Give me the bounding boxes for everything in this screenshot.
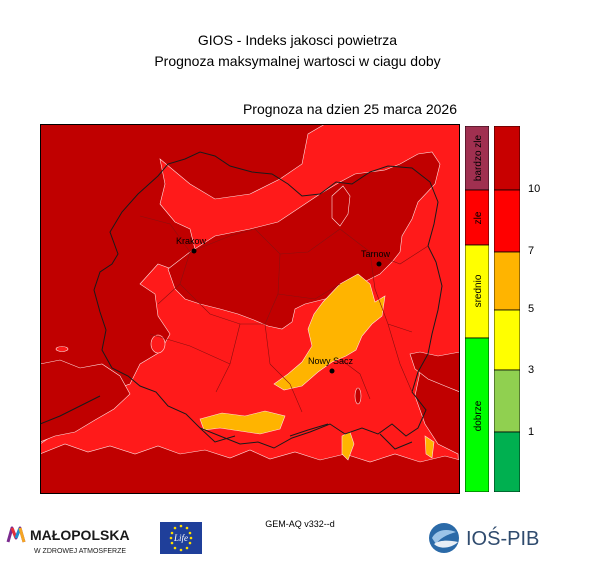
map-title: GIOS - Indeks jakosci powietrza — [197, 32, 398, 48]
legend-label-srednio: srednio — [473, 274, 484, 307]
model-label: GEM-AQ v332--d — [265, 519, 335, 529]
ios-pib-logo: IOŚ-PIB — [429, 523, 539, 553]
legend-bar-dobrze — [465, 337, 489, 492]
region-bardzo-zle-east — [409, 351, 460, 393]
region-bardzo-zle-northeast — [331, 185, 351, 227]
island-center-west — [150, 334, 166, 354]
city-label-tarnow: Tarnow — [361, 249, 391, 259]
legend-tick-7: 7 — [528, 245, 535, 257]
region-dostateczny-center — [273, 273, 386, 391]
ios-pib-name: IOŚ-PIB — [466, 526, 539, 550]
region-bardzo-zle-south — [40, 443, 460, 494]
level-legend — [494, 126, 520, 492]
island-west — [55, 346, 69, 352]
district-boundaries — [139, 215, 429, 413]
region-dostateczny-east — [424, 435, 435, 459]
city-marker-nowy-sacz: Nowy Sacz — [308, 356, 354, 374]
eu-stars-icon — [169, 524, 193, 552]
city-label-krakow: Krakow — [176, 236, 207, 246]
legend-tick-1: 1 — [528, 426, 535, 438]
eu-life-logo: Life — [160, 522, 202, 554]
level-bar-0-1 — [494, 431, 520, 492]
legend-label-zle: zle — [473, 211, 484, 224]
malopolska-m-icon — [6, 526, 26, 543]
country-border — [40, 395, 413, 450]
island-south-small — [354, 387, 362, 405]
level-bar-5-7 — [494, 251, 520, 311]
ios-emblem-icon — [429, 523, 459, 553]
level-bar-3-5 — [494, 309, 520, 371]
forecast-map: Krakow Tarnow Nowy Sacz — [40, 124, 460, 494]
legend-tick-3: 3 — [528, 364, 535, 376]
legend-bar-bardzo-zle — [465, 126, 489, 191]
city-marker-krakow: Krakow — [176, 236, 207, 254]
legend-bar-zle — [465, 189, 489, 246]
level-bar-10plus — [494, 126, 520, 191]
forecast-date-label: Prognoza na dzien 25 marca 2026 — [242, 101, 458, 117]
region-bardzo-zle-west — [40, 359, 131, 443]
eu-life-text: Life — [173, 533, 188, 543]
city-marker-tarnow: Tarnow — [361, 249, 391, 267]
legend-label-dobrze: dobrze — [473, 400, 484, 431]
region-boundary — [93, 151, 443, 449]
malopolska-logo: MAŁOPOLSKA W ZDROWEJ ATMOSFERZE — [6, 526, 130, 555]
legend-tick-10: 10 — [528, 183, 541, 195]
region-dostateczny-south — [199, 410, 286, 435]
legend-label-bardzo-zle: bardzo zle — [473, 134, 484, 181]
legend-tick-5: 5 — [528, 303, 535, 315]
category-legend: bardzo zle zle srednio dobrze — [465, 126, 489, 492]
city-label-nowy-sacz: Nowy Sacz — [308, 356, 354, 366]
level-bar-1-3 — [494, 369, 520, 433]
malopolska-name: MAŁOPOLSKA — [30, 527, 130, 543]
malopolska-tagline: W ZDROWEJ ATMOSFERZE — [34, 548, 126, 555]
level-bar-7-10 — [494, 189, 520, 253]
legend-bar-srednio — [465, 244, 489, 339]
map-subtitle: Prognoza maksymalnej wartosci w ciagu do… — [154, 53, 441, 69]
